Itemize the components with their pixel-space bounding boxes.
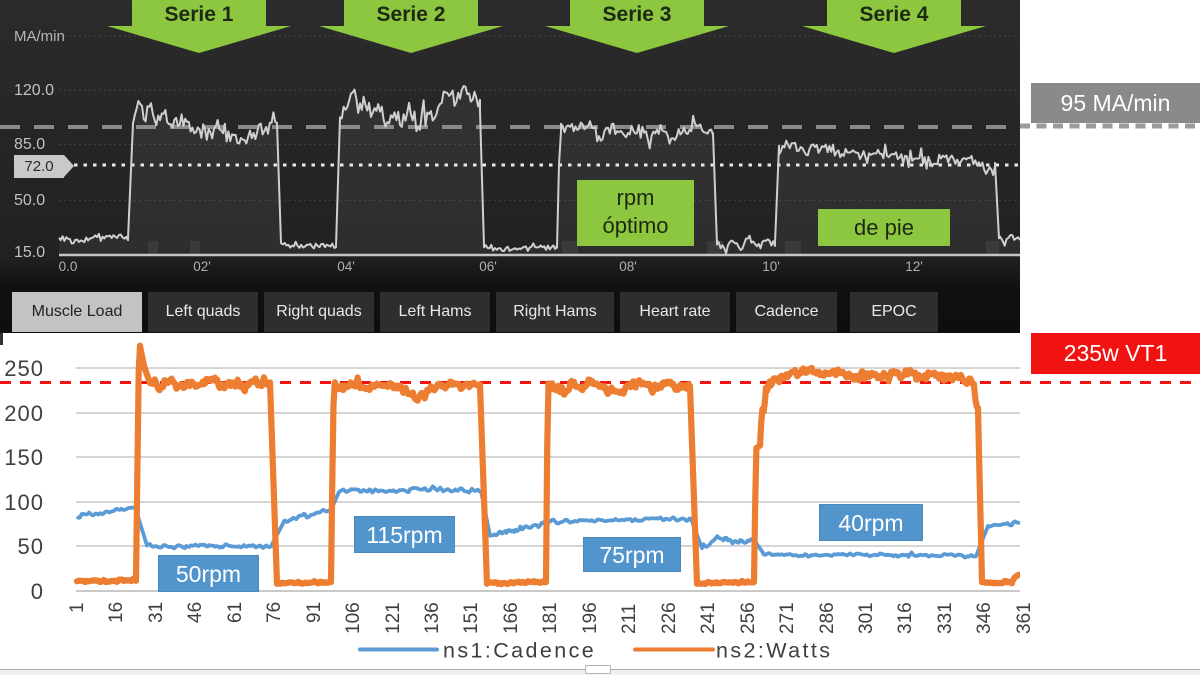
svg-text:Serie 4: Serie 4 xyxy=(860,3,929,26)
svg-text:ns1:Cadence: ns1:Cadence xyxy=(443,640,596,663)
svg-text:Serie 3: Serie 3 xyxy=(603,3,672,26)
svg-text:ns2:Watts: ns2:Watts xyxy=(716,640,832,663)
svg-text:Serie 2: Serie 2 xyxy=(377,3,446,26)
svg-text:Serie 1: Serie 1 xyxy=(165,3,234,26)
